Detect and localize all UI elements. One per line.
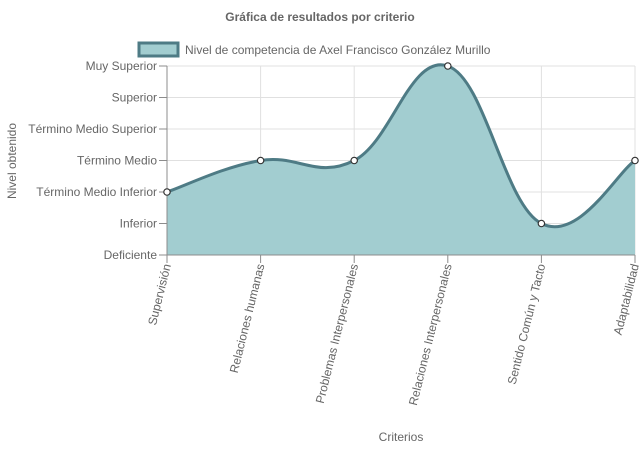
x-tick-label: Sentido Común y Tacto xyxy=(505,262,549,386)
x-tick-label: Relaciones humanas xyxy=(227,262,268,374)
y-tick-label: Deficiente xyxy=(104,248,158,262)
x-axis-title: Criterios xyxy=(379,430,424,444)
legend-swatch xyxy=(137,41,180,58)
y-tick-label: Muy Superior xyxy=(86,59,157,73)
x-tick-label: Adaptabilidad xyxy=(611,262,639,336)
y-tick-label: Inferior xyxy=(120,217,157,231)
data-point[interactable] xyxy=(350,156,359,165)
data-point[interactable] xyxy=(537,219,546,228)
series-area-fill xyxy=(167,64,635,255)
y-axis-title: Nivel obtenido xyxy=(5,123,19,199)
legend-label: Nivel de competencia de Axel Francisco G… xyxy=(185,43,491,57)
area-layer xyxy=(166,63,636,255)
y-tick-label: Superior xyxy=(112,91,157,105)
data-point[interactable] xyxy=(631,156,639,165)
data-point[interactable] xyxy=(443,62,452,70)
points xyxy=(163,62,639,228)
chart-title: Gráfica de resultados por criterio xyxy=(225,10,414,24)
y-tick-label: Término Medio Inferior xyxy=(36,185,157,199)
y-tick-label: Término Medio Superior xyxy=(28,122,157,136)
x-tick-label: Relaciones Interpersonales xyxy=(406,262,455,406)
y-tick-label: Término Medio xyxy=(77,154,157,168)
x-axis-ticks: Supervisión Relaciones humanas Problemas I… xyxy=(145,262,639,407)
legend[interactable]: Nivel de competencia de Axel Francisco G… xyxy=(137,41,491,58)
x-tick-label: Problemas Interpersonales xyxy=(313,262,361,405)
data-point[interactable] xyxy=(163,188,171,196)
axes xyxy=(159,65,636,263)
y-axis-ticks: Deficiente Inferior Término Medio Inferior… xyxy=(28,59,157,262)
data-point[interactable] xyxy=(256,156,265,165)
x-tick-label: Supervisión xyxy=(145,262,174,326)
